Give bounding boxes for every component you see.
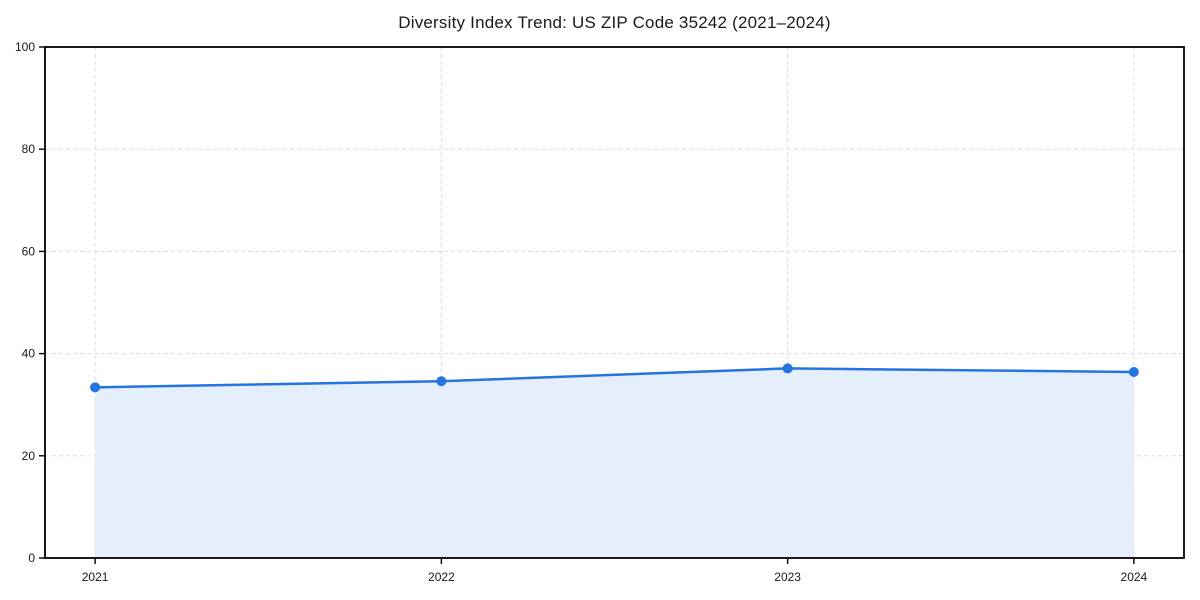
x-tick-label: 2022 bbox=[428, 570, 455, 584]
chart-title: Diversity Index Trend: US ZIP Code 35242… bbox=[398, 13, 831, 32]
y-tick-label: 40 bbox=[22, 347, 36, 361]
y-tick-label: 80 bbox=[22, 142, 36, 156]
x-tick-label: 2021 bbox=[82, 570, 109, 584]
y-tick-label: 100 bbox=[15, 40, 35, 54]
data-point-marker bbox=[1128, 366, 1139, 377]
x-tick-label: 2023 bbox=[774, 570, 801, 584]
plot-border bbox=[44, 46, 1185, 559]
x-tick-label: 2024 bbox=[1121, 570, 1148, 584]
y-tick-label: 0 bbox=[28, 551, 35, 565]
trend-line bbox=[93, 367, 1136, 389]
data-point-marker bbox=[782, 363, 793, 374]
data-point-marker bbox=[436, 376, 447, 387]
data-point-marker bbox=[90, 382, 101, 393]
area-fill bbox=[95, 368, 1134, 558]
y-tick-label: 20 bbox=[22, 449, 36, 463]
y-tick-label: 60 bbox=[22, 244, 36, 258]
